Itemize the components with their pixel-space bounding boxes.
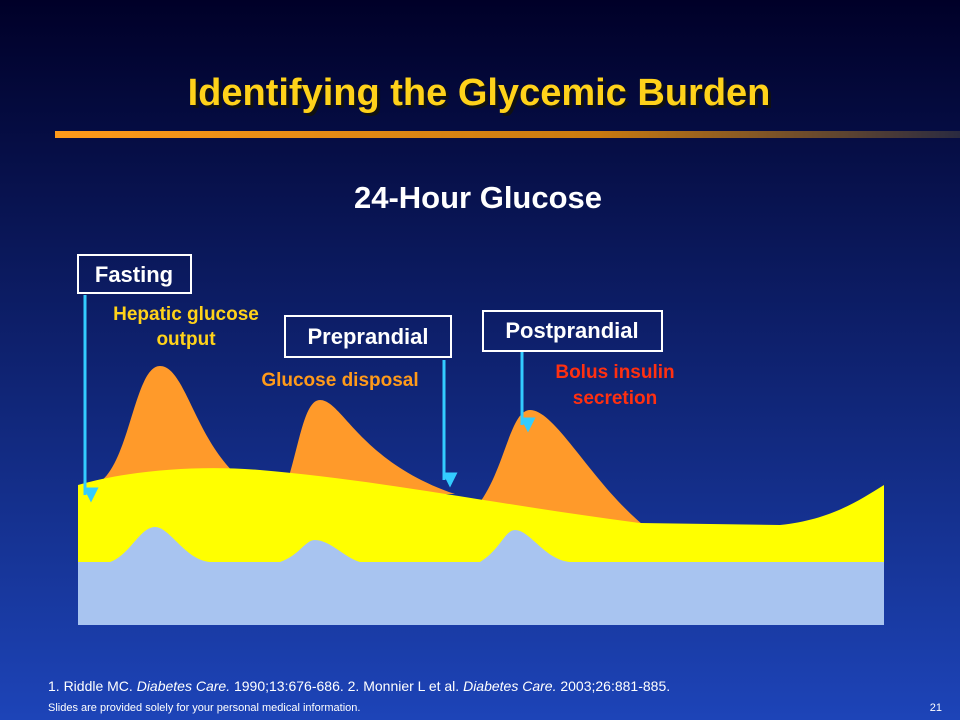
- peak-3: [478, 410, 642, 524]
- preprandial-box: [284, 315, 452, 358]
- bolus-label: Bolus insulin: [555, 362, 674, 383]
- subtitle: 24-Hour Glucose: [354, 180, 602, 215]
- title: Identifying the Glycemic Burden: [188, 72, 771, 114]
- postprandial-label: Postprandial: [505, 318, 638, 343]
- citation-part: Diabetes Care.: [463, 678, 556, 694]
- citation-part: 2003;26:881-885.: [560, 678, 670, 694]
- citation-part: Diabetes Care.: [137, 678, 230, 694]
- disposal-label: Glucose disposal: [261, 370, 418, 391]
- title-rule: [55, 131, 960, 138]
- citation-part: 1. Riddle MC.: [48, 678, 133, 694]
- fasting-label: Fasting: [95, 262, 173, 287]
- postprandial-box: [482, 310, 663, 352]
- peak-1: [100, 366, 240, 482]
- page-number: 21: [930, 702, 942, 714]
- hepatic-label: Hepatic glucose: [113, 304, 259, 325]
- blue-band: [78, 527, 884, 625]
- hepatic-label: output: [156, 329, 216, 350]
- fasting-box: [77, 254, 192, 294]
- glucose-curves: [78, 366, 884, 625]
- title-shadow: Identifying the Glycemic Burden: [191, 75, 774, 117]
- bolus-label: secretion: [573, 388, 657, 409]
- peak-2: [288, 400, 455, 494]
- citation-part: 1990;13:676-686. 2. Monnier L et al.: [234, 678, 459, 694]
- preprandial-label: Preprandial: [307, 324, 428, 349]
- citation: 1. Riddle MC. Diabetes Care. 1990;13:676…: [48, 678, 670, 694]
- disclaimer: Slides are provided solely for your pers…: [48, 702, 360, 714]
